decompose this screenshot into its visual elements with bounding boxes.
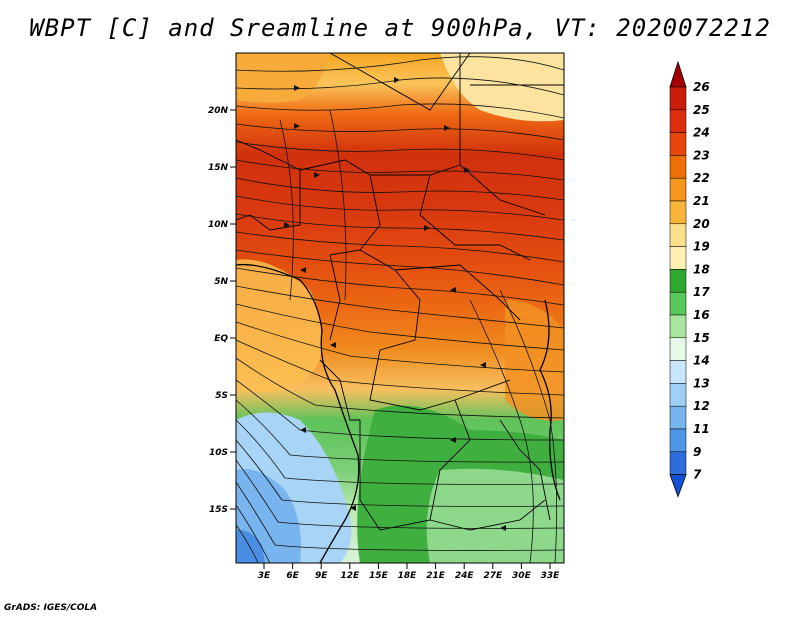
colorbar-segment [669,337,687,361]
streamlines [236,56,564,563]
orange-region [236,53,330,103]
coastal-warm-region [236,259,322,392]
longitude-axis: 3E 6E 9E 12E 15E 18E 21E 24E 27E 30E 33E [258,563,560,581]
colorbar-segment [669,246,687,270]
lon-tick-label: 33E [541,571,561,581]
colorbar-segment [669,109,687,133]
colorbar-segment [669,428,687,453]
colorbar-label: 17 [693,285,710,299]
colorbar-segment [669,451,687,475]
lon-tick-label: 30E [512,571,532,581]
lat-tick-label: EQ [214,334,228,344]
lat-tick-label: 5N [214,277,228,287]
colorbar-segment [669,177,687,202]
lon-tick-label: 3E [258,571,271,581]
lat-tick-label: 20N [208,106,229,116]
lon-tick-label: 9E [315,571,328,581]
colorbar-segment [669,132,687,156]
grads-credit: GrADS: IGES/COLA [4,603,98,613]
colorbar-label: 12 [693,399,710,413]
country-borders [236,53,564,531]
chart-title: WBPT [C] and Sreamline at 900hPa, VT: 20… [29,14,771,42]
lat-tick-label: 5S [215,391,228,401]
colorbar-label: 26 [693,80,710,94]
lat-tick-label: 10S [209,448,228,458]
coolest-region [236,529,265,563]
colorbar-segment [669,291,687,316]
map-frame [235,52,565,564]
lat-tick-label: 10N [208,220,229,230]
lon-tick-label: 18E [398,571,418,581]
east-coastline [539,299,561,501]
colorbar-segment [669,269,687,293]
colorbar-label: 16 [693,308,710,322]
colorbar-segment [669,86,687,111]
colorbar-segment [669,405,687,430]
colorbar-segment [669,155,687,179]
colorbar-label: 23 [693,148,710,162]
lon-tick-label: 12E [340,571,360,581]
colorbar: 26 25 24 23 22 21 20 19 18 17 16 15 14 13 12 11 9 7 [669,60,710,498]
colorbar-label: 20 [693,217,710,231]
colorbar-segment [669,200,687,225]
colorbar-segment [669,360,687,384]
colorbar-segment [669,383,687,407]
colorbar-segment [669,223,687,247]
colorbar-label: 13 [693,376,710,390]
colorbar-label: 22 [693,171,710,185]
streamline-arrows [284,77,506,531]
colorbar-bottom-arrow [669,474,687,498]
pale-warm-region [440,53,564,122]
lon-tick-label: 6E [286,571,299,581]
map-plot-area [236,53,564,563]
colorbar-label: 14 [693,354,710,368]
colorbar-label: 25 [693,103,710,117]
colorbar-label: 15 [693,331,710,345]
colorbar-label: 11 [693,422,710,436]
colorbar-label: 9 [693,445,701,459]
lon-tick-label: 24E [455,571,475,581]
colorbar-segment [669,314,687,339]
lat-tick-label: 15N [208,163,229,173]
lat-tick-label: 15S [209,505,228,515]
coastline [236,263,360,563]
colorbar-label: 18 [693,262,710,276]
lon-tick-label: 27E [483,571,503,581]
colorbar-label: 7 [693,468,702,482]
colorbar-top-arrow [669,60,687,88]
latitude-axis: 20N 15N 10N 5N EQ 5S 10S 15S [208,106,236,515]
lon-tick-label: 15E [369,571,389,581]
light-green-region [426,468,564,563]
colorbar-label: 24 [693,126,710,140]
colorbar-label: 21 [693,194,710,208]
lon-tick-label: 21E [426,571,446,581]
colorbar-label: 19 [693,240,710,254]
